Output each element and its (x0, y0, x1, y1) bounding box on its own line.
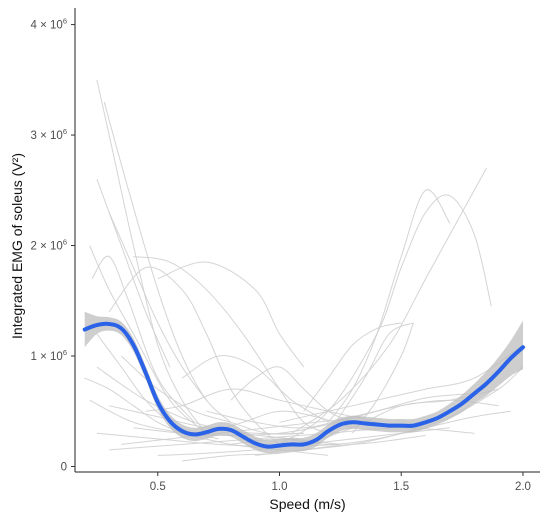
individual-trace-line (96, 333, 219, 440)
individual-trace-line (157, 261, 305, 368)
individual-trace-line (103, 101, 232, 423)
y-tick-mantissa: 1 × 10 (31, 351, 63, 363)
individual-trace-line (84, 377, 183, 434)
individual-trace-line (327, 322, 414, 434)
smoothed-trend-line (82, 321, 525, 449)
individual-trace-line (327, 189, 451, 423)
individual-trace-line (91, 255, 195, 423)
individual-trace-line (230, 366, 353, 423)
y-tick-label: 0 (61, 461, 67, 473)
y-tick-mantissa: 2 × 10 (31, 241, 63, 253)
y-tick-exponent: 6 (63, 348, 67, 357)
x-axis-title: Speed (m/s) (269, 496, 345, 512)
individual-trace-line (279, 194, 492, 445)
y-tick-label: 3 × 106 (31, 127, 67, 142)
individual-trace-line (291, 167, 487, 434)
x-tick-label: 0.5 (150, 481, 166, 493)
individual-trace-line (108, 212, 207, 401)
y-tick-mantissa: 3 × 10 (31, 130, 63, 142)
individual-traces (84, 79, 524, 462)
y-tick-mantissa: 4 × 10 (31, 20, 63, 32)
y-tick-label: 4 × 106 (31, 17, 67, 32)
y-tick-label: 2 × 106 (31, 238, 67, 253)
individual-trace-line (279, 344, 524, 423)
individual-trace-line (96, 179, 171, 368)
x-tick-label: 1.0 (272, 481, 288, 493)
individual-trace-line (303, 322, 402, 412)
individual-trace-line (120, 355, 304, 435)
individual-trace-line (96, 79, 207, 434)
y-tick-label: 1 × 106 (31, 348, 67, 363)
individual-trace-line (133, 256, 329, 434)
y-tick-exponent: 6 (63, 238, 67, 247)
individual-trace-line (181, 355, 329, 423)
individual-trace-line (145, 388, 378, 423)
y-tick-exponent: 6 (63, 127, 67, 136)
x-tick-label: 1.5 (393, 481, 409, 493)
x-tick-label: 2.0 (515, 481, 531, 493)
y-tick-exponent: 6 (63, 17, 67, 26)
x-axis-ticks: 0.5 1.0 1.5 2.0 (150, 472, 531, 493)
y-tick-mantissa: 0 (61, 461, 67, 473)
individual-trace-line (89, 245, 207, 434)
y-axis-title: Integrated EMG of soleus (V²) (9, 153, 25, 339)
